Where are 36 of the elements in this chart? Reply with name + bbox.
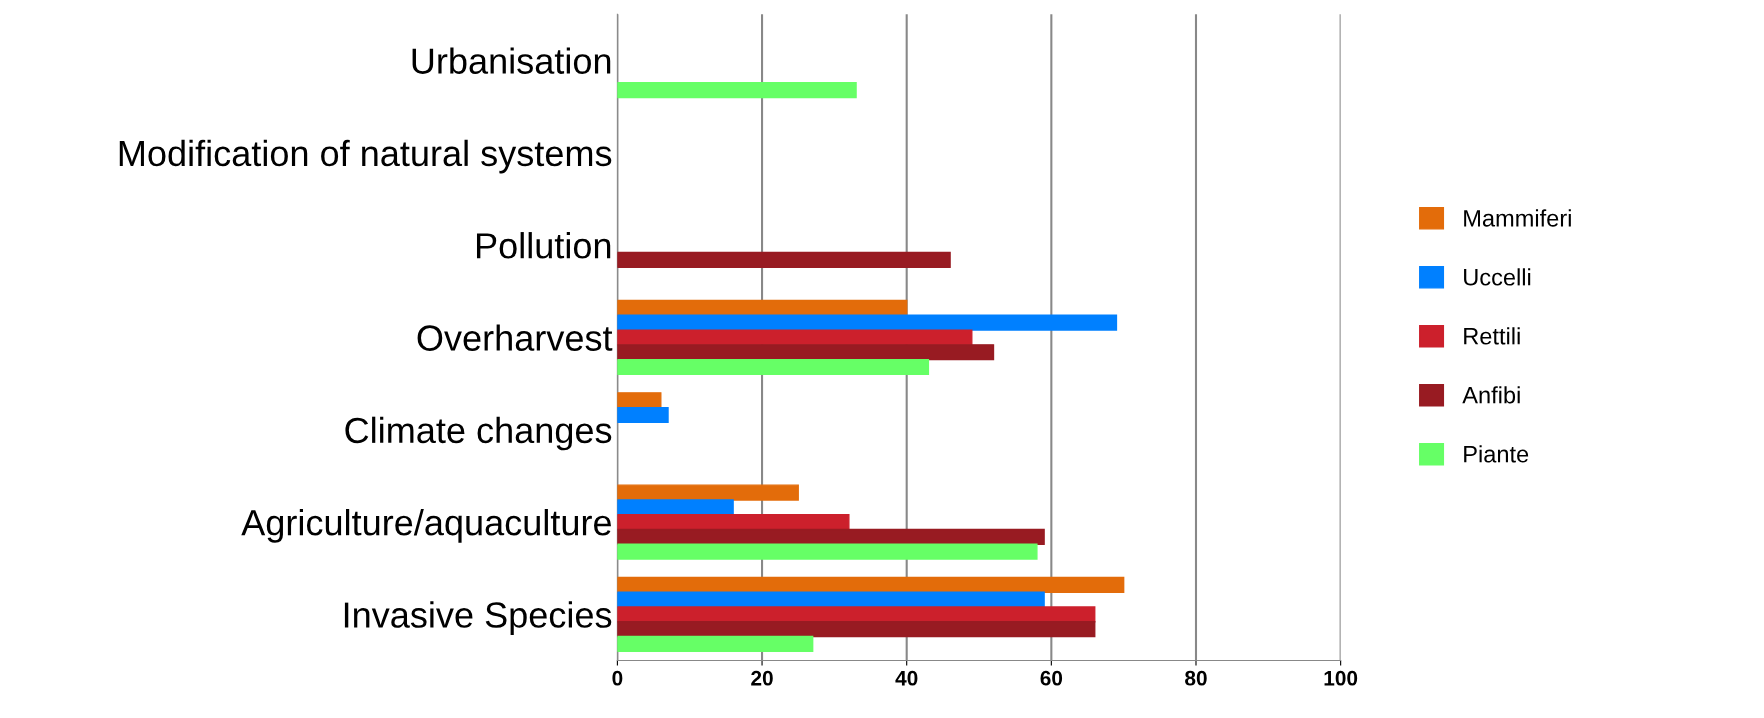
y-tick-label: Agriculture/aquaculture: [241, 509, 611, 543]
bar: [617, 314, 1118, 331]
bar: [617, 606, 1096, 623]
legend-label: Piante: [1464, 445, 1529, 463]
bar: [617, 528, 1045, 545]
bar: [617, 81, 857, 99]
x-tick-label: 60: [1040, 670, 1063, 686]
bar: [617, 499, 734, 516]
x-tick-label: 100: [1324, 670, 1358, 686]
y-tick-label: Pollution: [476, 232, 611, 259]
bar: [617, 329, 973, 346]
bar: [617, 392, 662, 409]
legend-label: Rettili: [1464, 327, 1520, 345]
bar: [617, 514, 850, 531]
x-tick-label: 40: [895, 670, 918, 686]
bar: [617, 484, 799, 501]
bar: [617, 621, 1096, 638]
bar: [617, 406, 669, 424]
y-tick-label: Overharvest: [417, 324, 613, 351]
y-tick-label: Urbanisation: [412, 47, 611, 74]
bar: [617, 543, 1038, 560]
y-tick-label: Modification of natural systems: [119, 139, 612, 174]
x-tick-label: 20: [751, 670, 773, 686]
legend-label: Uccelli: [1464, 268, 1531, 286]
y-tick-label: Climate changes: [345, 416, 612, 451]
legend-label: Anfibi: [1462, 386, 1520, 404]
x-tick-label: 80: [1185, 670, 1207, 686]
bar: [617, 251, 951, 268]
bar: [617, 358, 930, 376]
y-tick-label: Invasive Species: [344, 601, 612, 635]
bar: [617, 344, 995, 361]
bar: [617, 576, 1125, 593]
legend-label: Mammiferi: [1464, 209, 1571, 227]
bar: [617, 299, 908, 316]
bar: [617, 635, 814, 653]
x-tick-label: 0: [612, 670, 623, 686]
